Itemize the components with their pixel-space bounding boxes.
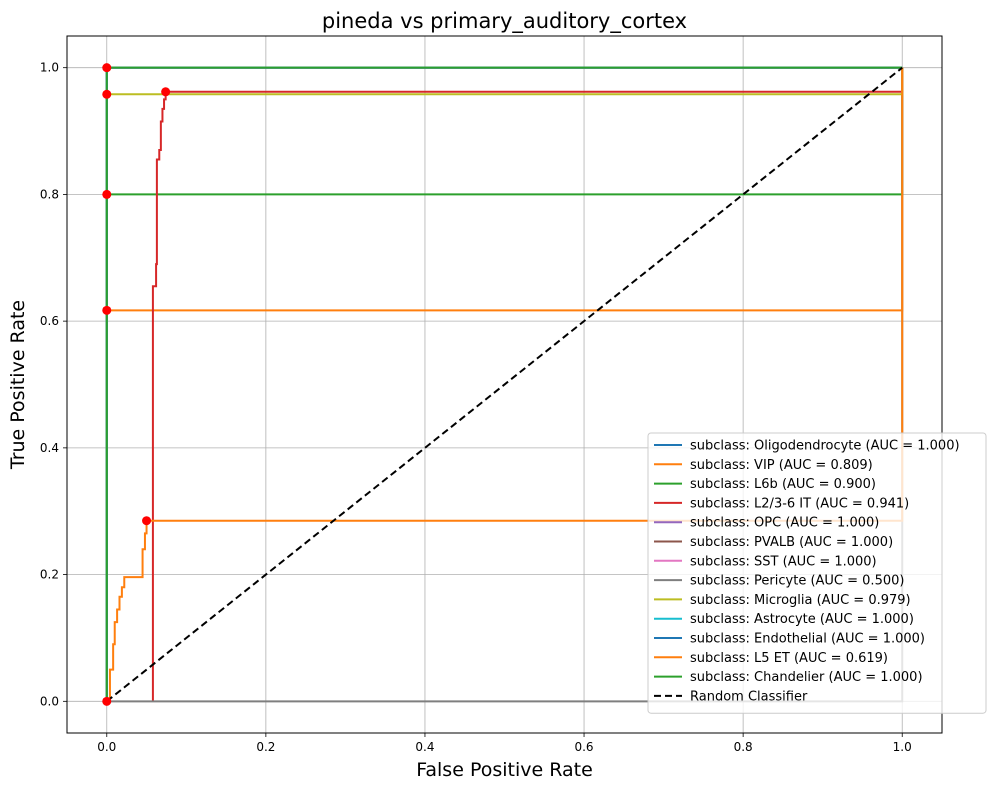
legend-label-3: subclass: L2/3-6 IT (AUC = 0.941) xyxy=(690,496,909,511)
legend-label-8: subclass: Microglia (AUC = 0.979) xyxy=(690,593,911,608)
legend-label-7: subclass: Pericyte (AUC = 0.500) xyxy=(690,574,904,589)
legend-box xyxy=(647,432,987,714)
x-axis-title: False Positive Rate xyxy=(416,759,593,781)
legend-label-1: subclass: VIP (AUC = 0.809) xyxy=(690,458,873,473)
legend-label-0: subclass: Oligodendrocyte (AUC = 1.000) xyxy=(690,439,960,454)
legend-label-5: subclass: PVALB (AUC = 1.000) xyxy=(690,535,893,550)
x-tick-label: 0.2 xyxy=(256,740,275,754)
y-tick-label: 0.6 xyxy=(40,314,59,328)
y-tick-label: 0.8 xyxy=(40,187,59,201)
threshold-marker-0 xyxy=(102,63,112,73)
x-tick-label: 0.8 xyxy=(734,740,753,754)
plot-frame xyxy=(66,35,943,734)
legend-label-4: subclass: OPC (AUC = 1.000) xyxy=(690,516,879,531)
legend-label-12: subclass: Chandelier (AUC = 1.000) xyxy=(690,670,923,685)
legend-label-2: subclass: L6b (AUC = 0.900) xyxy=(690,477,876,492)
legend: subclass: Oligodendrocyte (AUC = 1.000) s… xyxy=(647,432,987,714)
legend-label-11: subclass: L5 ET (AUC = 0.619) xyxy=(690,651,888,666)
threshold-marker-1 xyxy=(102,89,112,99)
series-line-13 xyxy=(106,66,903,703)
y-tick-label: 1.0 xyxy=(40,61,59,75)
x-tick-label: 0.6 xyxy=(574,740,593,754)
legend-label-10: subclass: Endothelial (AUC = 1.000) xyxy=(690,632,925,647)
chart-title: pineda vs primary_auditory_cortex xyxy=(322,9,687,34)
y-tick-label: 0.0 xyxy=(40,694,59,708)
threshold-marker-4 xyxy=(161,87,171,97)
axis-ticks: 0.0 0.2 0.4 0.6 0.8 1.0 0.0 0.2 0.4 0.6 0.8 1.0 xyxy=(40,61,912,754)
y-axis-title: True Positive Rate xyxy=(7,300,29,470)
x-tick-label: 0.4 xyxy=(415,740,434,754)
legend-label-13: Random Classifier xyxy=(690,689,808,704)
series-line-11 xyxy=(106,67,904,703)
legend-label-9: subclass: Astrocyte (AUC = 1.000) xyxy=(690,612,914,627)
y-tick-label: 0.4 xyxy=(40,441,59,455)
series-line-3 xyxy=(151,67,904,702)
threshold-markers xyxy=(102,63,171,706)
threshold-marker-6 xyxy=(102,696,112,706)
legend-label-6: subclass: SST (AUC = 1.000) xyxy=(690,554,877,569)
x-tick-label: 0.0 xyxy=(97,740,116,754)
threshold-marker-5 xyxy=(142,516,152,526)
threshold-marker-2 xyxy=(102,189,112,199)
threshold-marker-3 xyxy=(102,305,112,315)
x-tick-label: 1.0 xyxy=(893,740,912,754)
y-tick-label: 0.2 xyxy=(40,568,59,582)
